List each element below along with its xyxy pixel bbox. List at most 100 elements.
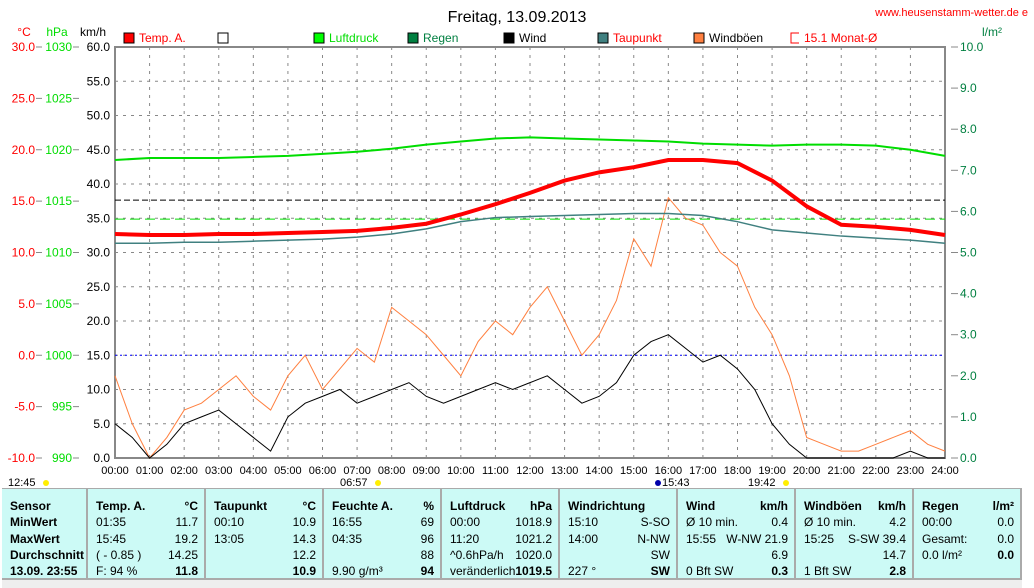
table-column: Luftdruck hPa 00:00 1018.9 11:20 1021.2 ^0.6hP… [442,489,560,578]
table-row: 1 Bft SW 2.8 [804,563,906,579]
legend-swatch-icon [217,32,229,44]
cell-value: 96 [420,531,434,546]
tick-wind: 15.0 [87,348,111,362]
cell-value: N-NW [637,531,670,546]
cell-label: 9.90 g/m³ [332,564,383,579]
cell-label: Windböen [804,499,862,513]
series-wind [114,334,945,459]
tick-temp: 30.0 [12,40,36,54]
table-row: 12.2 [214,547,316,563]
cell-label: 227 ° [568,564,597,579]
sunrise-icon [375,480,381,486]
cell-value: km/h [877,499,906,513]
cell-label: Feuchte A. [332,499,393,513]
table-row: 13.09. 23:55 [10,563,80,579]
table-column: Temp. A. °C 01:35 11.7 15:45 19.2 ( - 0.85 ) 14… [88,489,206,578]
cell-value: 11.7 [175,515,198,530]
table-row: 15:25 S-SW 39.4 [804,531,906,547]
table-row: ^0.6hPa/h 1020.0 [450,547,552,563]
table-row: 04:35 96 [332,531,434,547]
cell-label: Regen [922,499,959,513]
cell-value: 0.0 [997,531,1014,546]
cell-label: Windrichtung [568,499,646,513]
tick-temp: 15.0 [12,194,36,208]
cell-value: 94 [420,564,434,579]
tick-temp: 5.0 [18,297,35,311]
tick-rain: 9.0 [960,81,977,95]
cell-value: 12.2 [292,547,316,562]
table-row: 10.9 [214,563,316,579]
cell-value: 10.9 [292,564,316,579]
table-row: 15:10 S-SO [568,514,670,530]
cell-label: Temp. A. [96,499,146,513]
weather-chart: Freitag, 13.09.2013 www.heusenstamm-wette… [8,7,1028,487]
cell-label: 15:10 [568,515,599,530]
cell-label: Ø 10 min. [686,515,739,530]
tick-rain: 5.0 [960,246,977,260]
table-row: 227 ° SW [568,563,670,579]
tick-time: 12:00 [516,465,544,477]
tick-rain: 0.0 [960,451,977,465]
legend-swatch-icon [503,32,515,44]
table-row: 14:00 N-NW [568,531,670,547]
tick-time: 23:00 [897,465,925,477]
axis-unit-rain: l/m² [982,25,1002,39]
tick-wind: 0.0 [93,451,110,465]
table-row: 15:55 W-NW 21.9 [686,531,788,547]
cell-value: 1018.9 [515,515,552,530]
moonset-icon [43,480,49,486]
tick-pressure: 1025 [45,91,72,105]
table-row: 00:10 10.9 [214,514,316,530]
table-row: 01:35 11.7 [96,514,198,530]
table-row: 13:05 14.3 [214,531,316,547]
tick-time: 03:00 [205,465,233,477]
cell-label: 04:35 [332,531,363,546]
cell-label: veränderlich [450,564,516,579]
table-row: SW [568,547,670,563]
cell-label: ( - 0.85 ) [96,547,142,562]
cell-label: Taupunkt [214,499,268,513]
table-column: Regen l/m² 00:00 0.0 Gesamt: 0.0 0.0 l/m² 0.0 [914,489,1022,578]
cell-value: 88 [420,547,434,562]
cell-value: 19.2 [174,531,198,546]
tick-wind: 40.0 [87,177,111,191]
series-dewpoint [115,212,946,245]
tick-wind: 35.0 [87,211,111,225]
plot-frame [114,46,946,459]
table-row: MinWert [10,514,80,530]
tick-time: 05:00 [274,465,302,477]
cell-value: SW [650,547,670,562]
axis-unit-pressure: hPa [46,25,68,39]
table-row: 88 [332,547,434,563]
tick-wind: 30.0 [87,246,111,260]
cell-value: 0.0 [997,547,1014,562]
cell-value: 0.0 [997,515,1014,530]
cell-label: 0 Bft SW [686,564,734,579]
cell-value: l/m² [992,499,1014,513]
cell-label: MaxWert [10,531,60,546]
series-gust [114,196,946,459]
cell-label: Wind [686,499,716,513]
legend-swatch-icon [123,32,135,44]
tick-time: 06:00 [309,465,337,477]
cell-label: 01:35 [96,515,127,530]
tick-pressure: 1020 [45,143,72,157]
tick-temp: -10.0 [8,451,36,465]
tick-wind: 25.0 [87,280,111,294]
cell-value: 69 [420,515,434,530]
cell-label: 15:25 [804,531,835,546]
cell-value: 14.25 [167,547,198,562]
legend-swatch-icon [407,32,419,44]
tick-rain: 10.0 [960,40,984,54]
cell-label: 1 Bft SW [804,564,852,579]
table-column: Sensor MinWert MaxWert Durchschnitt 13.09. 2… [2,489,88,578]
tick-rain: 8.0 [960,122,977,136]
tick-rain: 1.0 [960,410,977,424]
cell-value: 6.9 [771,547,788,562]
cell-label: 00:00 [922,515,953,530]
tick-pressure: 1010 [45,246,72,260]
table-row: 0 Bft SW 0.3 [686,563,788,579]
cell-label: Luftdruck [450,499,506,513]
table-row: Wind km/h [686,498,788,514]
tick-temp: 10.0 [12,246,36,260]
